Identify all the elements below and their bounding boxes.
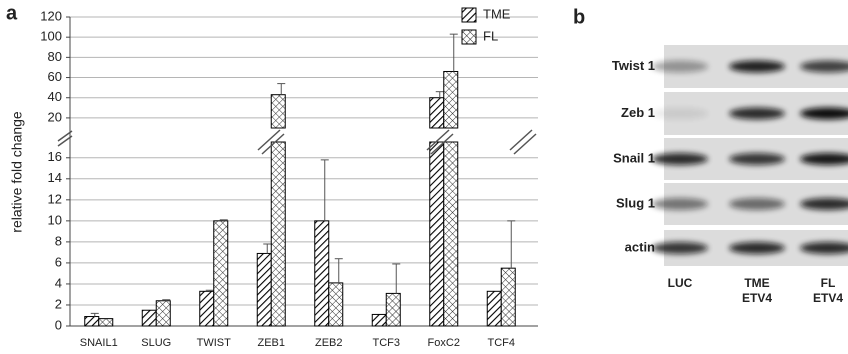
- blot-band: [652, 61, 708, 73]
- x-tick-label: ZEB2: [315, 337, 343, 349]
- bar: [329, 283, 343, 326]
- bar: [430, 98, 444, 128]
- blot-column-label: FL: [821, 276, 836, 290]
- legend-swatch: [462, 8, 476, 22]
- bar: [257, 253, 271, 326]
- y-tick-label: 60: [48, 69, 62, 84]
- x-tick-label: FoxC2: [428, 337, 460, 349]
- legend-swatch: [462, 30, 476, 44]
- blot-column-label: ETV4: [813, 291, 843, 305]
- blot-band: [729, 61, 785, 73]
- bar: [444, 71, 458, 128]
- y-tick-label: 20: [48, 109, 62, 124]
- blot-band: [729, 242, 785, 254]
- bar: [271, 142, 285, 326]
- blot-band: [652, 242, 708, 254]
- page: {"chart_data": {"type": "bar", "panel_la…: [0, 0, 848, 354]
- blot-row-label: Slug 1: [616, 195, 655, 210]
- blot-band: [729, 153, 785, 165]
- blot-column-label: LUC: [668, 276, 693, 290]
- y-axis-label: relative fold change: [9, 111, 25, 233]
- y-tick-label: 0: [55, 317, 62, 332]
- x-tick-label: SLUG: [141, 337, 171, 349]
- bar: [85, 317, 99, 326]
- y-tick-label: 12: [48, 191, 62, 206]
- bar: [444, 142, 458, 326]
- blot-band: [729, 108, 785, 120]
- bar: [487, 291, 501, 326]
- y-tick-label: 2: [55, 296, 62, 311]
- y-tick-label: 10: [48, 212, 62, 227]
- x-tick-label: TCF4: [488, 337, 516, 349]
- blot-row-label: Twist 1: [612, 58, 655, 73]
- y-tick-label: 14: [48, 170, 62, 185]
- y-tick-label: 120: [40, 8, 62, 23]
- x-tick-label: TCF3: [373, 337, 401, 349]
- bar: [200, 291, 214, 326]
- bar: [501, 268, 515, 326]
- panel-label: a: [6, 2, 18, 24]
- y-tick-label: 6: [55, 254, 62, 269]
- blot-band: [729, 198, 785, 210]
- y-tick-label: 80: [48, 49, 62, 64]
- blot-column-label: ETV4: [742, 291, 772, 305]
- y-tick-label: 8: [55, 233, 62, 248]
- blot-band: [652, 153, 708, 165]
- y-tick-label: 40: [48, 89, 62, 104]
- x-tick-label: TWIST: [197, 337, 231, 349]
- blot-band: [652, 108, 708, 120]
- y-tick-label: 4: [55, 275, 62, 290]
- bar: [315, 221, 329, 326]
- x-tick-label: ZEB1: [257, 337, 285, 349]
- panel-label: b: [573, 6, 585, 28]
- blot-row-label: Zeb 1: [621, 105, 655, 120]
- bar: [372, 314, 386, 326]
- bar: [430, 142, 444, 326]
- bar: [214, 221, 228, 326]
- legend-label: TME: [483, 6, 511, 21]
- blot-row-label: actin: [625, 239, 655, 254]
- plot-area: 0 2 4 6 8 10 12 14 16 20 40 60 80 100 120 SNAIL1 SLUG TWI…: [40, 6, 538, 348]
- figure: a relative fold change 0 2 4 6 8 10 12 14 16 20 40…: [0, 0, 848, 354]
- bar: [156, 301, 170, 326]
- bar: [271, 95, 285, 128]
- x-tick-label: SNAIL1: [80, 337, 118, 349]
- blot-row-label: Snail 1: [613, 150, 655, 165]
- bar: [386, 293, 400, 326]
- bar: [142, 310, 156, 326]
- axis-break: [58, 130, 536, 154]
- y-tick-label: 100: [40, 29, 62, 44]
- legend-label: FL: [483, 28, 498, 43]
- blot-band: [652, 198, 708, 210]
- bar: [99, 319, 113, 326]
- blot-column-label: TME: [744, 276, 769, 290]
- y-tick-label: 16: [48, 149, 62, 164]
